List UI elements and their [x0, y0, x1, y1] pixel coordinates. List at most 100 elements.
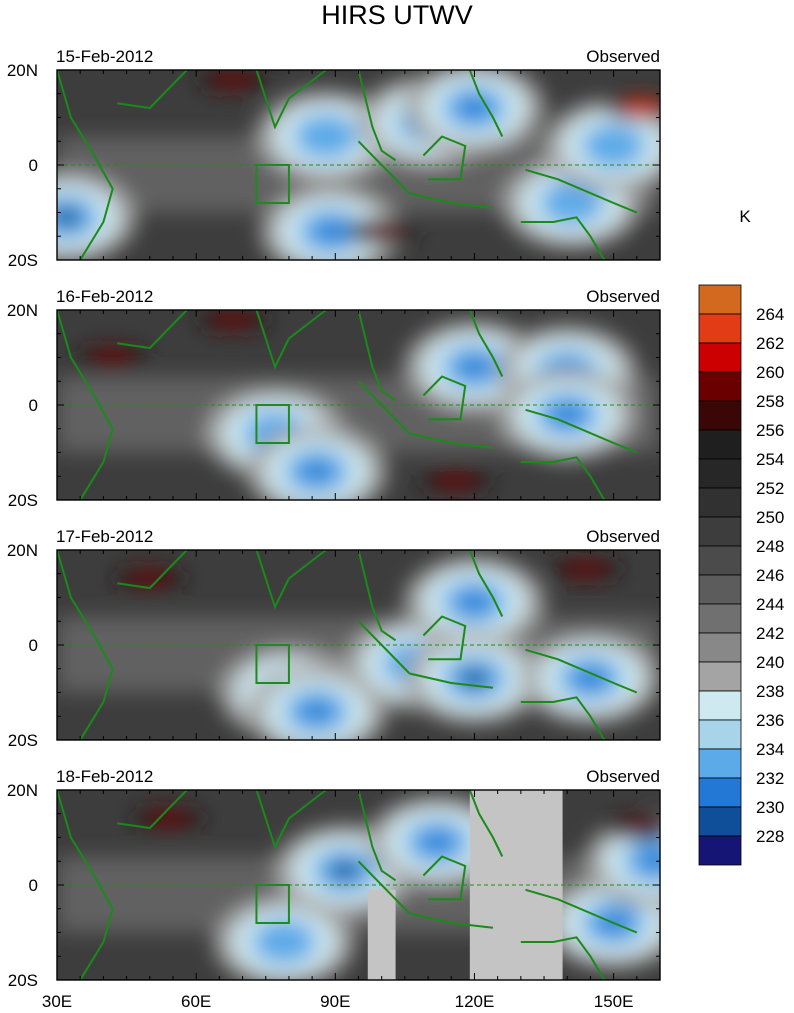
panel-date-label: 16-Feb-2012 — [56, 287, 153, 306]
figure-title: HIRS UTWV — [321, 0, 473, 30]
moist-region-mark — [557, 193, 586, 213]
coastline-path — [57, 790, 114, 980]
moist-region-mark — [57, 207, 81, 228]
coastline-path — [409, 672, 494, 689]
colorbar-swatch — [698, 748, 742, 779]
dry-region-mark — [146, 811, 191, 826]
colorbar-swatch — [698, 487, 742, 518]
colorbar-level-label: 264 — [756, 305, 784, 324]
field-features — [57, 556, 660, 740]
coastlines — [57, 550, 638, 740]
coastline-path — [422, 135, 467, 181]
missing-data-block — [367, 889, 396, 980]
colorbar-level-label: 232 — [756, 769, 784, 788]
x-tick-label: 150E — [594, 992, 634, 1011]
colorbar-swatch — [698, 284, 742, 315]
moist-region-mark — [312, 126, 341, 147]
moist-region-mark — [460, 668, 489, 689]
panel-date-label: 18-Feb-2012 — [56, 767, 153, 786]
dry-region-mark — [211, 312, 256, 327]
colorbar-swatch — [698, 516, 742, 547]
y-tick-label: 0 — [29, 876, 38, 895]
coastline-path — [357, 790, 397, 882]
dry-region-mark — [619, 101, 660, 115]
panel-1: 20N 0 20S 15-Feb-2012 Observed — [7, 47, 661, 270]
dry-region-mark — [619, 821, 660, 835]
moist-region-mark — [316, 221, 345, 242]
colorbar-swatch — [698, 458, 742, 489]
panel-3: 20N 0 20S 17-Feb-2012 Observed — [7, 527, 661, 750]
coastline-path — [357, 310, 397, 402]
colorbar-unit-label: K — [739, 207, 751, 226]
y-tick-label: 20N — [7, 61, 38, 80]
colorbar-swatch — [698, 545, 742, 576]
coastline-path — [520, 936, 606, 980]
moist-region-mark — [599, 136, 628, 156]
coastline-path — [357, 620, 411, 675]
colorbar-level-label: 258 — [756, 392, 784, 411]
colorbar-level-label: 248 — [756, 537, 784, 556]
panel-observed-label: Observed — [586, 767, 660, 786]
y-tick-label: 0 — [29, 396, 38, 415]
coastline-path — [525, 888, 638, 934]
colorbar-swatch — [698, 574, 742, 605]
colorbar-level-label: 260 — [756, 363, 784, 382]
colorbar-swatch — [698, 400, 742, 431]
moist-region-mark — [270, 932, 299, 952]
coastline-path — [357, 140, 411, 195]
dry-region-mark — [359, 224, 404, 239]
panel-2: 20N 0 20S 16-Feb-2012 Observed — [7, 287, 661, 510]
colorbar-level-label: 240 — [756, 653, 784, 672]
moist-region-mark — [553, 404, 582, 425]
y-tick-label: 20N — [7, 781, 38, 800]
y-tick-label: 0 — [29, 156, 38, 175]
x-tick-label: 30E — [42, 992, 72, 1011]
colorbar-swatch — [698, 777, 742, 808]
coastline-path — [357, 860, 411, 915]
coastline-path — [468, 550, 504, 617]
y-tick-label: 20S — [8, 251, 38, 270]
field-features — [57, 310, 660, 500]
colorbar-level-label: 234 — [756, 740, 784, 759]
coastline-path — [468, 790, 504, 857]
moist-region-mark — [460, 592, 489, 613]
panel-observed-label: Observed — [586, 47, 660, 66]
colorbar-level-label: 236 — [756, 711, 784, 730]
colorbar-level-label: 230 — [756, 798, 784, 817]
moist-region-mark — [302, 701, 331, 722]
x-tick-label: 120E — [455, 992, 495, 1011]
colorbar-swatch — [698, 371, 742, 402]
coastlines — [57, 70, 638, 260]
moist-region-mark — [576, 668, 605, 689]
coastline-path — [520, 216, 606, 260]
y-tick-label: 20S — [8, 971, 38, 990]
coastline-path — [409, 912, 494, 929]
moist-region-mark — [460, 98, 489, 118]
dry-region-mark — [211, 72, 256, 87]
colorbar-swatch — [698, 661, 742, 692]
panel-date-label: 15-Feb-2012 — [56, 47, 153, 66]
dry-region-mark — [90, 350, 135, 365]
y-tick-label: 20N — [7, 541, 38, 560]
moist-region-mark — [330, 860, 359, 881]
coastline-path — [409, 432, 494, 449]
moist-region-mark — [460, 357, 489, 377]
coastline-path — [357, 70, 397, 162]
coastline-path — [468, 70, 504, 137]
panel-observed-label: Observed — [586, 287, 660, 306]
coastline-path — [357, 550, 397, 642]
colorbar-level-label: 228 — [756, 827, 784, 846]
coastline-path — [357, 380, 411, 435]
colorbar-level-label: 256 — [756, 421, 784, 440]
colorbar-swatch — [698, 806, 742, 837]
y-tick-label: 0 — [29, 636, 38, 655]
y-tick-label: 20N — [7, 301, 38, 320]
colorbar-swatch — [698, 313, 742, 344]
dry-region-mark — [127, 571, 172, 586]
colorbar-level-label: 246 — [756, 566, 784, 585]
coastlines — [57, 310, 638, 500]
colorbar-level-label: 252 — [756, 479, 784, 498]
panel-4: 20N 0 20S 18-Feb-2012 Observed — [7, 767, 661, 990]
colorbar-swatch — [698, 429, 742, 460]
target-region-box — [255, 164, 290, 204]
